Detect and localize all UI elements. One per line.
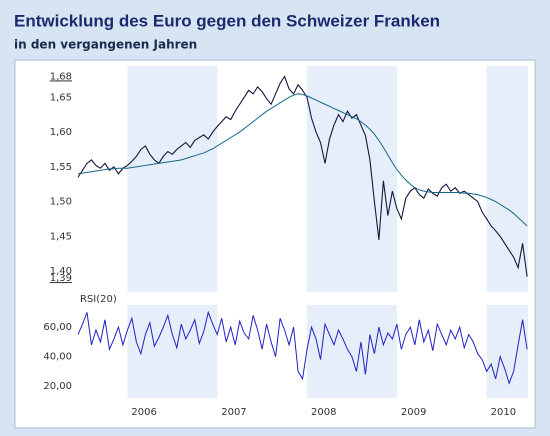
y-tick-label: 1,65 bbox=[50, 92, 72, 103]
y-tick-label: 1,39 bbox=[50, 273, 72, 284]
year-band bbox=[127, 305, 218, 398]
series-line bbox=[77, 310, 528, 385]
x-tick-label: 2006 bbox=[131, 407, 156, 418]
y-tick-label: 1,50 bbox=[50, 197, 72, 208]
chart-title: Entwicklung des Euro gegen den Schweizer… bbox=[14, 11, 440, 30]
x-tick-label: 2008 bbox=[311, 407, 336, 418]
y-tick-label: 60,00 bbox=[43, 322, 72, 333]
y-tick-label: 1,55 bbox=[50, 162, 72, 173]
year-band bbox=[307, 66, 397, 292]
year-band bbox=[486, 305, 528, 398]
series-line bbox=[77, 93, 528, 227]
year-band bbox=[127, 66, 218, 292]
year-band bbox=[486, 66, 528, 292]
year-band bbox=[307, 305, 397, 398]
y-tick-label: 1,68 bbox=[50, 71, 72, 82]
series-line bbox=[77, 75, 528, 277]
y-tick-label: 40,00 bbox=[43, 352, 72, 363]
x-tick-label: 2010 bbox=[491, 407, 516, 418]
y-tick-label: 20,00 bbox=[43, 381, 72, 392]
y-tick-label: 1,60 bbox=[50, 127, 72, 138]
legend-label: RSI(20) bbox=[80, 294, 117, 305]
x-tick-label: 2009 bbox=[401, 407, 426, 418]
y-tick-label: 1,45 bbox=[50, 231, 72, 242]
chart-panel bbox=[14, 59, 536, 429]
x-tick-label: 2007 bbox=[221, 407, 246, 418]
chart-subtitle: in den vergangenen Jahren bbox=[14, 38, 197, 52]
y-tick-label: 1,40 bbox=[50, 266, 72, 277]
